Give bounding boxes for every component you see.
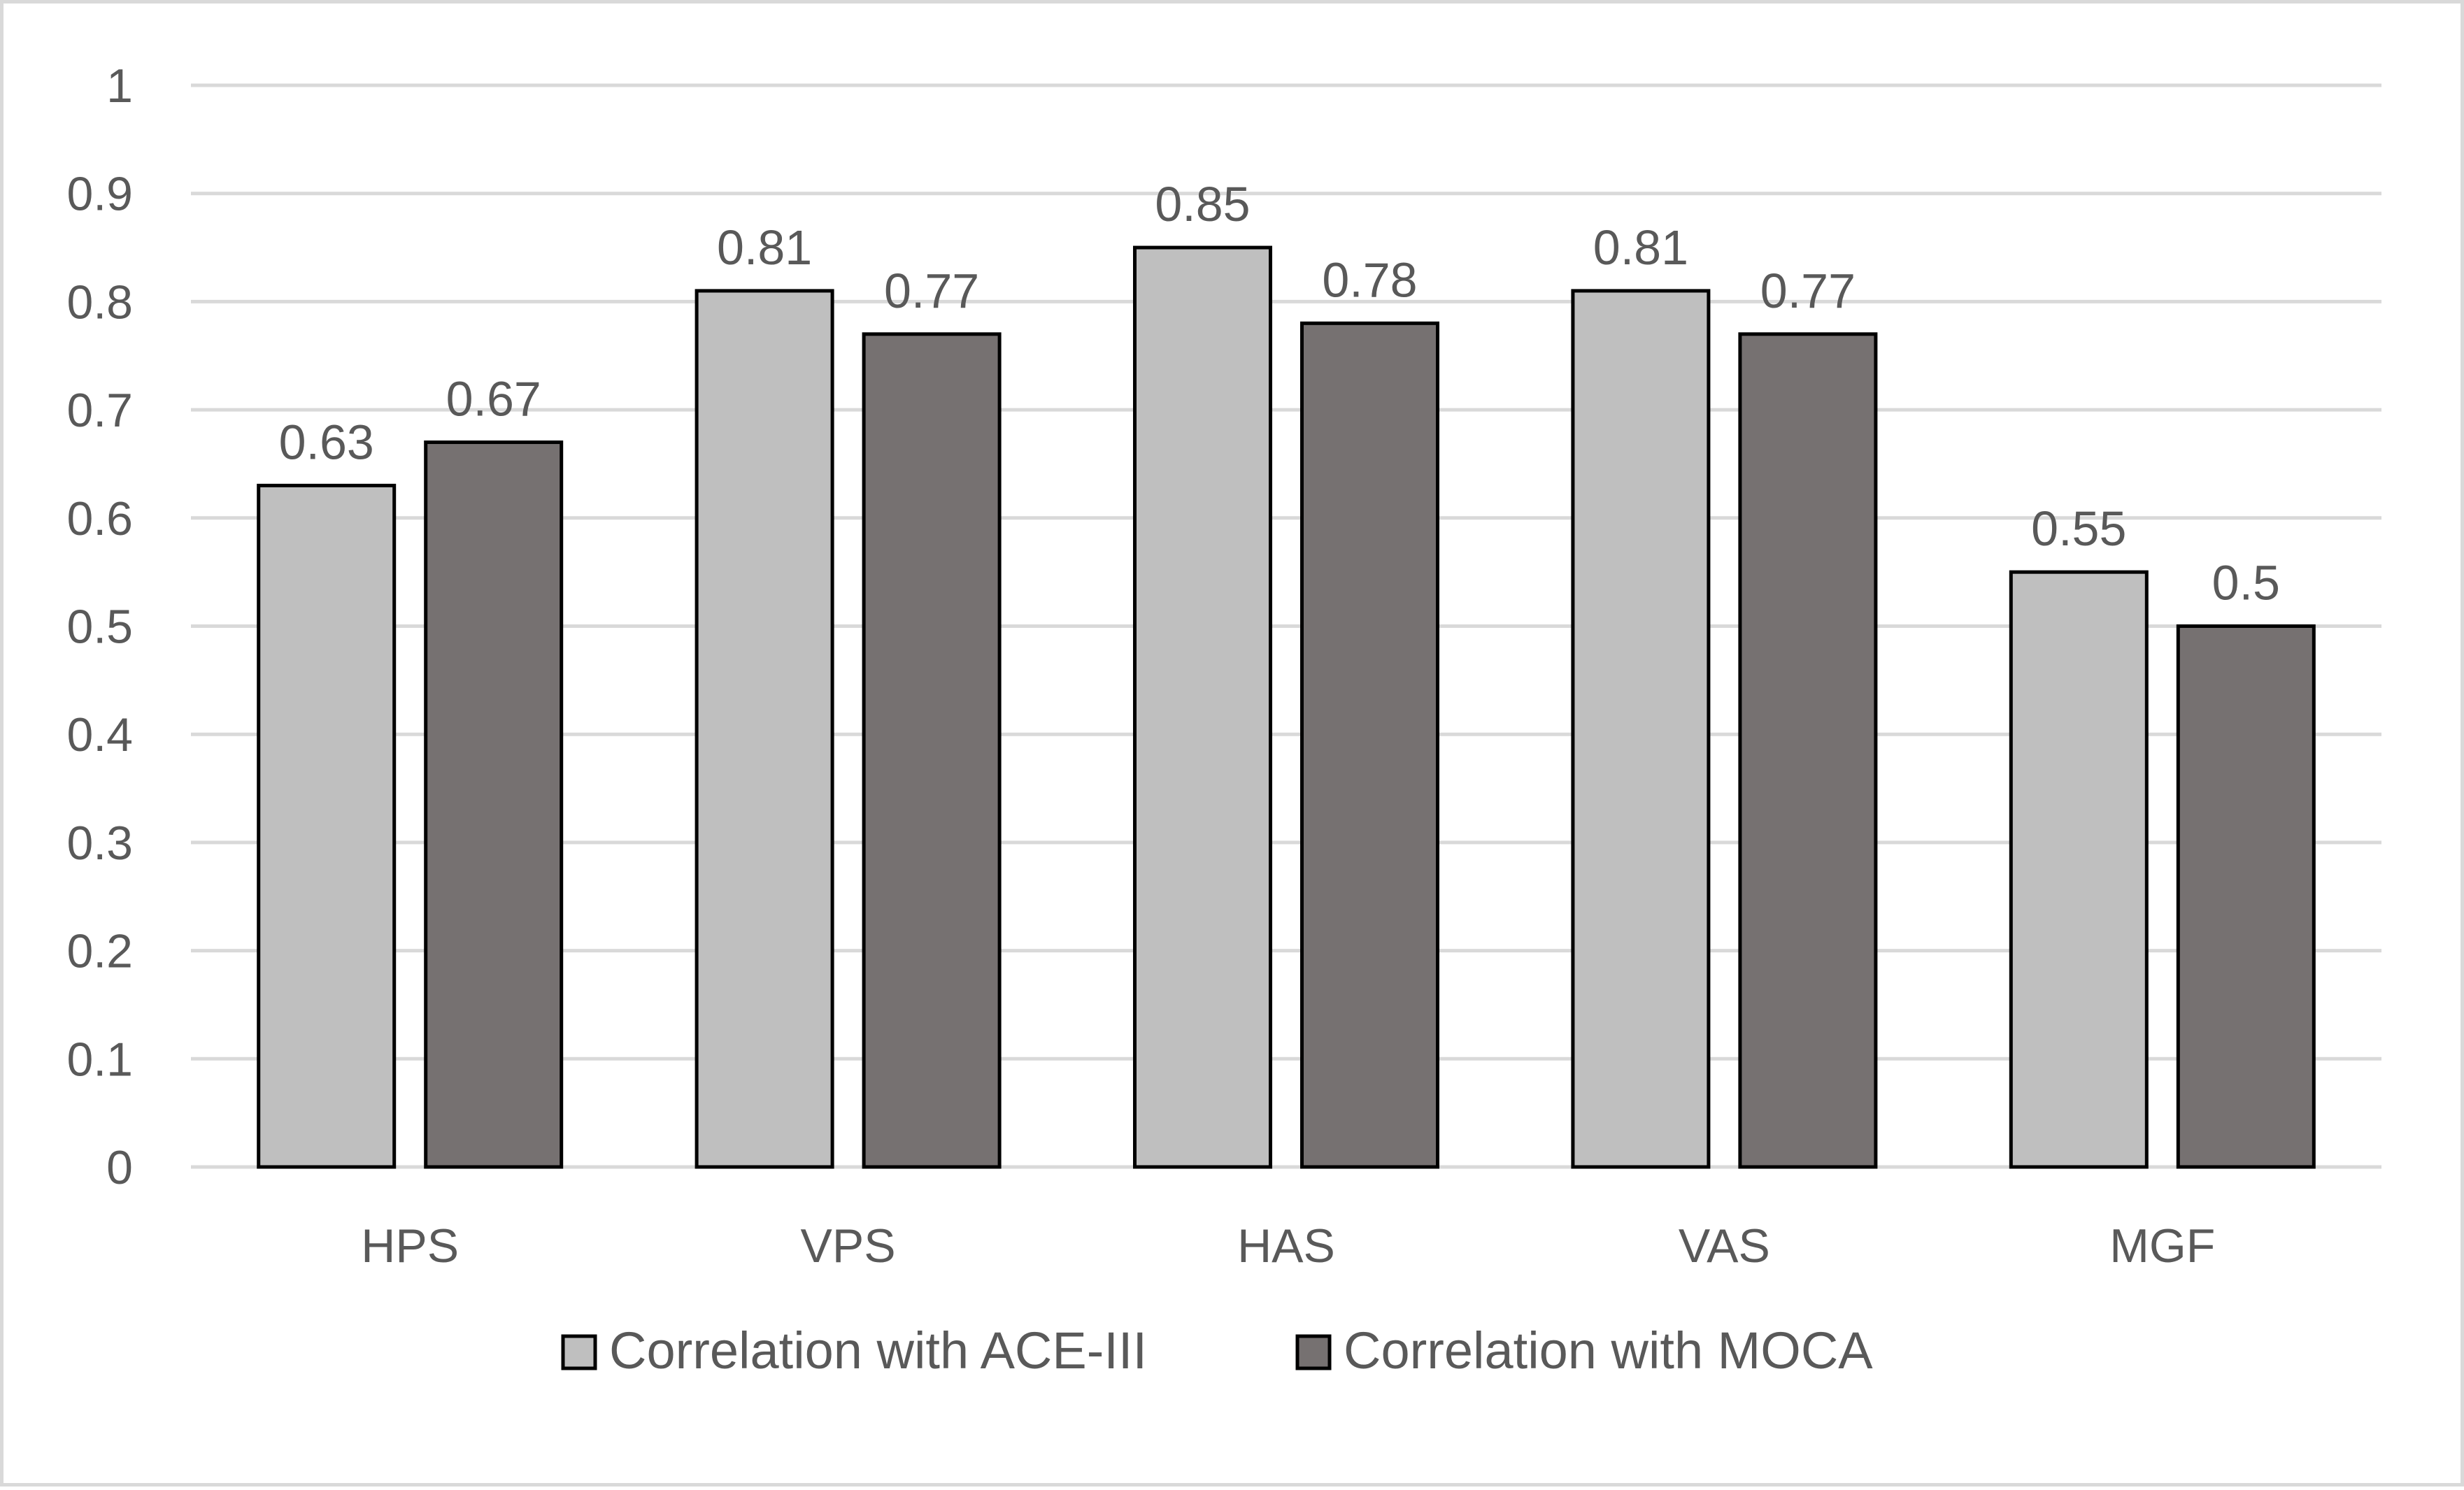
data-label: 0.5 bbox=[2212, 556, 2280, 610]
legend-label-1: Correlation with ACE-III bbox=[609, 1321, 1147, 1380]
y-tick-label: 0.8 bbox=[66, 275, 133, 329]
y-tick-label: 0.3 bbox=[66, 817, 133, 870]
x-category-label: HPS bbox=[361, 1219, 459, 1273]
y-tick-label: 0.7 bbox=[66, 384, 133, 437]
x-category-label: MGF bbox=[2109, 1219, 2215, 1273]
data-label: 0.77 bbox=[884, 264, 979, 318]
y-tick-label: 1 bbox=[106, 59, 133, 113]
bar-mgf-series-1 bbox=[2009, 570, 2149, 1169]
data-label: 0.81 bbox=[717, 220, 812, 275]
legend-swatch-2 bbox=[1295, 1334, 1332, 1370]
x-axis-category-labels: HPS VPS HAS VAS MGF bbox=[361, 1219, 2215, 1273]
bars bbox=[257, 245, 2316, 1169]
data-label: 0.78 bbox=[1322, 252, 1417, 307]
bar-has-series-2 bbox=[1300, 321, 1439, 1169]
y-tick-label: 0.5 bbox=[66, 601, 133, 654]
y-tick-label: 0.2 bbox=[66, 925, 133, 978]
x-category-label: VAS bbox=[1679, 1219, 1770, 1273]
data-label: 0.81 bbox=[1593, 220, 1688, 275]
y-tick-label: 0.6 bbox=[66, 492, 133, 545]
bar-chart: 00.10.20.30.40.50.60.70.80.91 0.630.670.… bbox=[66, 59, 2381, 1380]
x-category-label: HAS bbox=[1237, 1219, 1335, 1273]
y-tick-label: 0.9 bbox=[66, 168, 133, 221]
bar-hps-series-2 bbox=[424, 440, 564, 1169]
data-labels: 0.63 0.67 0.81 0.77 0.85 0.78 0.81 0.77 0.55 0.5 bbox=[279, 177, 2280, 610]
legend-swatch-1 bbox=[561, 1334, 597, 1370]
y-tick-label: 0 bbox=[106, 1141, 133, 1194]
y-axis-tick-labels: 0 0.1 0.2 0.3 0.4 0.5 0.6 0.7 0.8 0.9 1 bbox=[66, 59, 133, 1194]
x-category-label: VPS bbox=[801, 1219, 896, 1273]
bar-vps-series-1 bbox=[695, 289, 834, 1169]
bar-hps-series-1 bbox=[257, 483, 397, 1169]
data-label: 0.55 bbox=[2031, 501, 2126, 556]
bar-vps-series-2 bbox=[862, 332, 1002, 1169]
data-label: 0.77 bbox=[1760, 264, 1856, 318]
bar-mgf-series-2 bbox=[2176, 624, 2316, 1169]
data-label: 0.67 bbox=[446, 372, 541, 427]
bar-vas-series-2 bbox=[1738, 332, 1878, 1169]
data-label: 0.85 bbox=[1155, 177, 1250, 231]
bar-has-series-1 bbox=[1133, 245, 1272, 1169]
legend-label-2: Correlation with MOCA bbox=[1344, 1321, 1873, 1380]
bar-vas-series-1 bbox=[1571, 289, 1711, 1169]
y-tick-label: 0.4 bbox=[66, 708, 133, 761]
legend: Correlation with ACE-III Correlation with… bbox=[561, 1321, 1873, 1380]
y-tick-label: 0.1 bbox=[66, 1033, 133, 1086]
data-label: 0.63 bbox=[279, 415, 374, 469]
